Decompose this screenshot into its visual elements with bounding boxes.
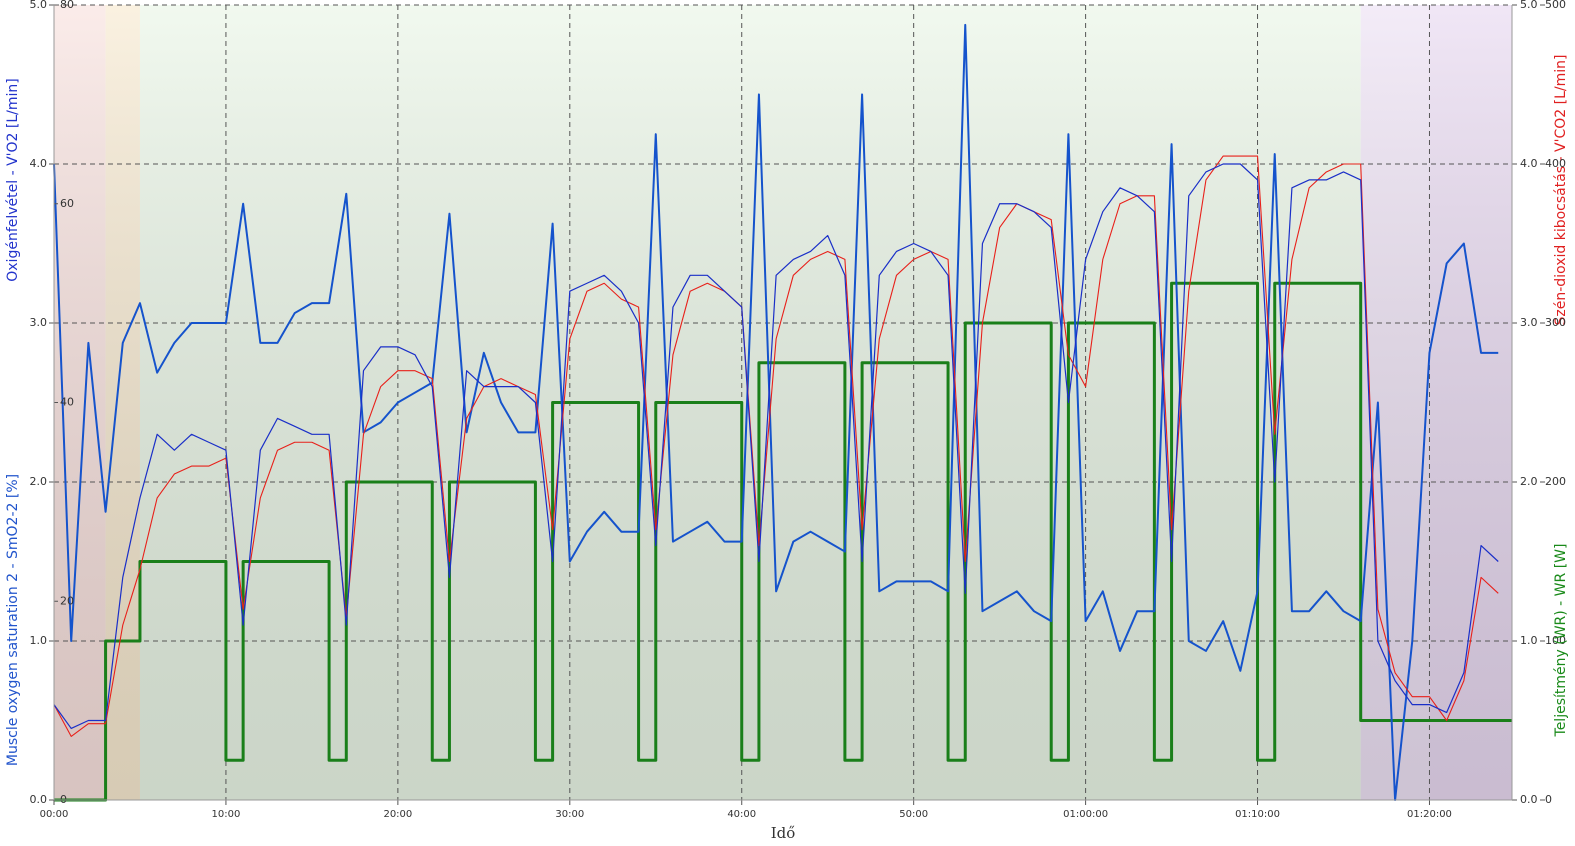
x-tick-label: 01:20:00 (1407, 809, 1452, 820)
x-tick-label: 20:00 (383, 809, 412, 820)
y2-tick-label: 5.0 (1520, 0, 1538, 11)
series-line (53, 155, 1499, 737)
series-line (53, 163, 1499, 730)
y2-tick-label: 0.0 (1520, 793, 1538, 806)
y2-tick-label: 3.0 (1520, 316, 1538, 329)
x-tick-label: 01:00:00 (1063, 809, 1108, 820)
x-tick-label: 10:00 (212, 809, 241, 820)
y-tick-label: 0.0 (30, 793, 48, 806)
x-tick-label: 00:00 (40, 809, 69, 820)
y4-tick-label: 400 (1545, 157, 1566, 170)
y3-tick-label: 60 (60, 197, 74, 210)
y3-axis-title: Muscle oxygen saturation 2 - SmO2-2 [%] (5, 474, 21, 766)
y2-axis-title: Szén-dioxid kibocsátás - V'CO2 [L/min] (1553, 55, 1569, 326)
y3-tick-label: 40 (60, 396, 74, 409)
y-tick-label: 2.0 (30, 475, 48, 488)
axes: 00:00 10:00 20:00 30:00 40:00 50:00 01:00:00 01… (5, 0, 1569, 820)
x-tick-label: 30:00 (555, 809, 584, 820)
y2-tick-label: 1.0 (1520, 634, 1538, 647)
y-tick-label: 1.0 (30, 634, 48, 647)
x-axis-title: Idő (771, 824, 796, 842)
series-line (53, 23, 1499, 801)
y3-tick-label: 80 (60, 0, 74, 11)
y-tick-label: 5.0 (30, 0, 48, 11)
y-tick-label: 3.0 (30, 316, 48, 329)
lines (53, 23, 1512, 802)
y2-tick-label: 2.0 (1520, 475, 1538, 488)
y4-axis-title: Teljesítmény (WR) - WR [W] (1553, 544, 1569, 738)
shade (54, 5, 1512, 800)
y-axis-title: Oxigénfelvétel - V'O2 [L/min] (5, 78, 21, 282)
series-line (54, 281, 1512, 802)
x-tick-label: 50:00 (899, 809, 928, 820)
x-tick-label: 01:10:00 (1235, 809, 1280, 820)
y4-tick-label: 200 (1545, 475, 1566, 488)
y4-tick-label: 300 (1545, 316, 1566, 329)
y-tick-label: 4.0 (30, 157, 48, 170)
y3-tick-label: 20 (60, 594, 74, 607)
y4-tick-label: 0 (1545, 793, 1552, 806)
y4-tick-label: 500 (1545, 0, 1566, 11)
x-tick-label: 40:00 (727, 809, 756, 820)
y4-tick-label: 100 (1545, 634, 1566, 647)
y2-tick-label: 4.0 (1520, 157, 1538, 170)
